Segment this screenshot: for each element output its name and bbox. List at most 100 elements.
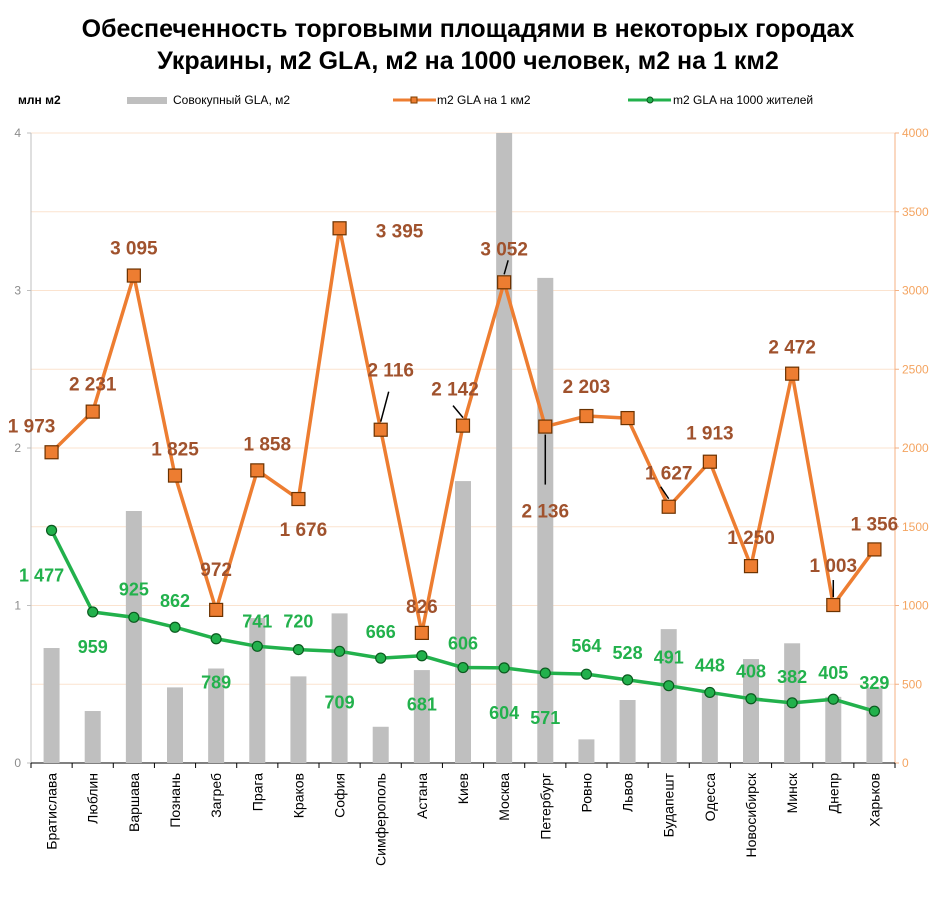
x-tick-label: Люблин: [85, 773, 101, 824]
series-point-orange: [414, 625, 429, 641]
data-label-orange: 1 913: [686, 424, 734, 445]
bar: [660, 629, 677, 763]
series-point-orange: [743, 559, 759, 574]
y-left-tick-label: 4: [14, 126, 21, 140]
series-point-green: [416, 650, 428, 662]
series-point-green: [292, 643, 305, 656]
series-point-orange: [209, 602, 224, 618]
series-point-orange: [85, 404, 100, 419]
series-point-orange: [126, 268, 141, 283]
series-point-green: [539, 667, 551, 679]
bar: [743, 659, 759, 763]
y-left-tick-label: 1: [14, 599, 21, 613]
x-tick-label: Варшава: [126, 773, 142, 832]
series-point-green: [45, 524, 58, 536]
legend-label-orange: m2 GLA на 1 км2: [437, 93, 531, 107]
data-label-orange: 1 858: [244, 434, 292, 455]
x-tick-label: Братислава: [44, 773, 60, 850]
series-point-orange: [826, 597, 841, 613]
bar: [866, 687, 883, 763]
series-point-orange: [785, 366, 800, 381]
data-label-orange: 826: [406, 597, 438, 618]
data-label-orange: 2 116: [367, 361, 414, 382]
y-left-unit: млн м2: [18, 93, 61, 107]
y-left-tick-label: 2: [14, 441, 21, 455]
legend-swatch-orange-marker: [410, 96, 418, 104]
data-label-green: 528: [613, 643, 643, 663]
bar: [825, 696, 842, 763]
bar: [125, 511, 142, 763]
series-point-orange: [332, 221, 347, 236]
bar: [249, 618, 266, 763]
y-right-tick-label: 1000: [902, 599, 929, 613]
bar: [331, 613, 348, 763]
label-leader-line: [379, 391, 390, 422]
series-point-orange: [867, 542, 882, 557]
series-point-green: [87, 606, 99, 618]
data-label-orange: 2 231: [69, 375, 117, 396]
data-label-orange: 2 142: [431, 380, 479, 401]
y-right-tick-label: 1500: [902, 520, 929, 534]
x-tick-label: Ровно: [578, 773, 594, 813]
bar: [578, 739, 595, 763]
data-label-green: 789: [201, 673, 231, 693]
data-label-green: 382: [777, 667, 807, 687]
bar: [167, 687, 183, 763]
y-right-tick-label: 500: [902, 677, 922, 691]
x-tick-label: Прага: [249, 773, 265, 811]
data-label-green: 405: [818, 663, 848, 683]
y-right-tick-label: 3000: [902, 284, 929, 298]
series-point-orange: [702, 454, 717, 469]
data-label-green: 720: [283, 612, 313, 632]
series-point-green: [663, 680, 675, 692]
series-point-green: [333, 645, 346, 657]
data-label-green: 681: [407, 695, 437, 715]
x-tick-label: София: [332, 773, 348, 818]
series-point-orange: [250, 463, 265, 478]
y-right-tick-label: 4000: [902, 126, 929, 140]
series-point-orange: [661, 499, 676, 514]
x-tick-label: Астана: [414, 773, 430, 819]
series-point-green: [251, 640, 263, 652]
series-point-green: [457, 661, 469, 674]
legend-swatch-bar: [127, 97, 167, 104]
x-tick-label: Будапешт: [661, 772, 677, 837]
x-tick-label: Днепр: [825, 773, 841, 814]
series-point-orange: [373, 422, 388, 437]
data-label-orange: 1 250: [727, 528, 775, 549]
series-point-green: [498, 662, 510, 674]
series-point-green: [786, 697, 798, 709]
data-label-orange: 2 472: [768, 338, 816, 359]
plot-area: 0 1 2 3 4 0 500 1000 1500 2000 2500 3000 3500 4000 Бра…: [8, 126, 929, 866]
x-tick-label: Киев: [455, 773, 471, 804]
x-tick-label: Новосибирск: [743, 772, 759, 857]
data-label-green: 862: [160, 591, 190, 611]
chart-title-line2: Украины, м2 GLA, м2 на 1000 человек, м2 …: [157, 47, 779, 75]
data-label-orange: 1 676: [280, 520, 328, 541]
y-right-tick-label: 3500: [902, 205, 929, 219]
series-point-green: [128, 611, 140, 623]
series-point-orange: [579, 408, 594, 424]
y-right-tick-label: 2000: [902, 441, 929, 455]
series-point-orange: [620, 410, 635, 426]
data-label-green: 666: [366, 622, 396, 642]
series-point-green: [827, 693, 839, 705]
x-tick-label: Одесса: [702, 773, 718, 822]
data-label-green: 491: [654, 648, 684, 668]
series-point-orange: [44, 445, 59, 460]
y-right-tick-label: 0: [902, 756, 909, 770]
bar: [455, 481, 471, 763]
bar: [372, 726, 389, 763]
data-label-orange: 2 203: [563, 377, 611, 398]
series-point-orange: [538, 419, 553, 434]
data-label-green: 959: [78, 637, 108, 657]
legend-swatch-green-marker: [646, 96, 654, 104]
series-point-green: [621, 674, 634, 686]
bar: [413, 670, 430, 763]
x-tick-label: Симферополь: [373, 773, 389, 866]
data-label-green: 448: [695, 655, 725, 675]
x-tick-label: Минск: [784, 772, 800, 813]
legend-label-green: m2 GLA на 1000 жителей: [673, 93, 813, 107]
series-point-green: [580, 668, 593, 680]
x-tick-label: Петербург: [537, 773, 553, 840]
